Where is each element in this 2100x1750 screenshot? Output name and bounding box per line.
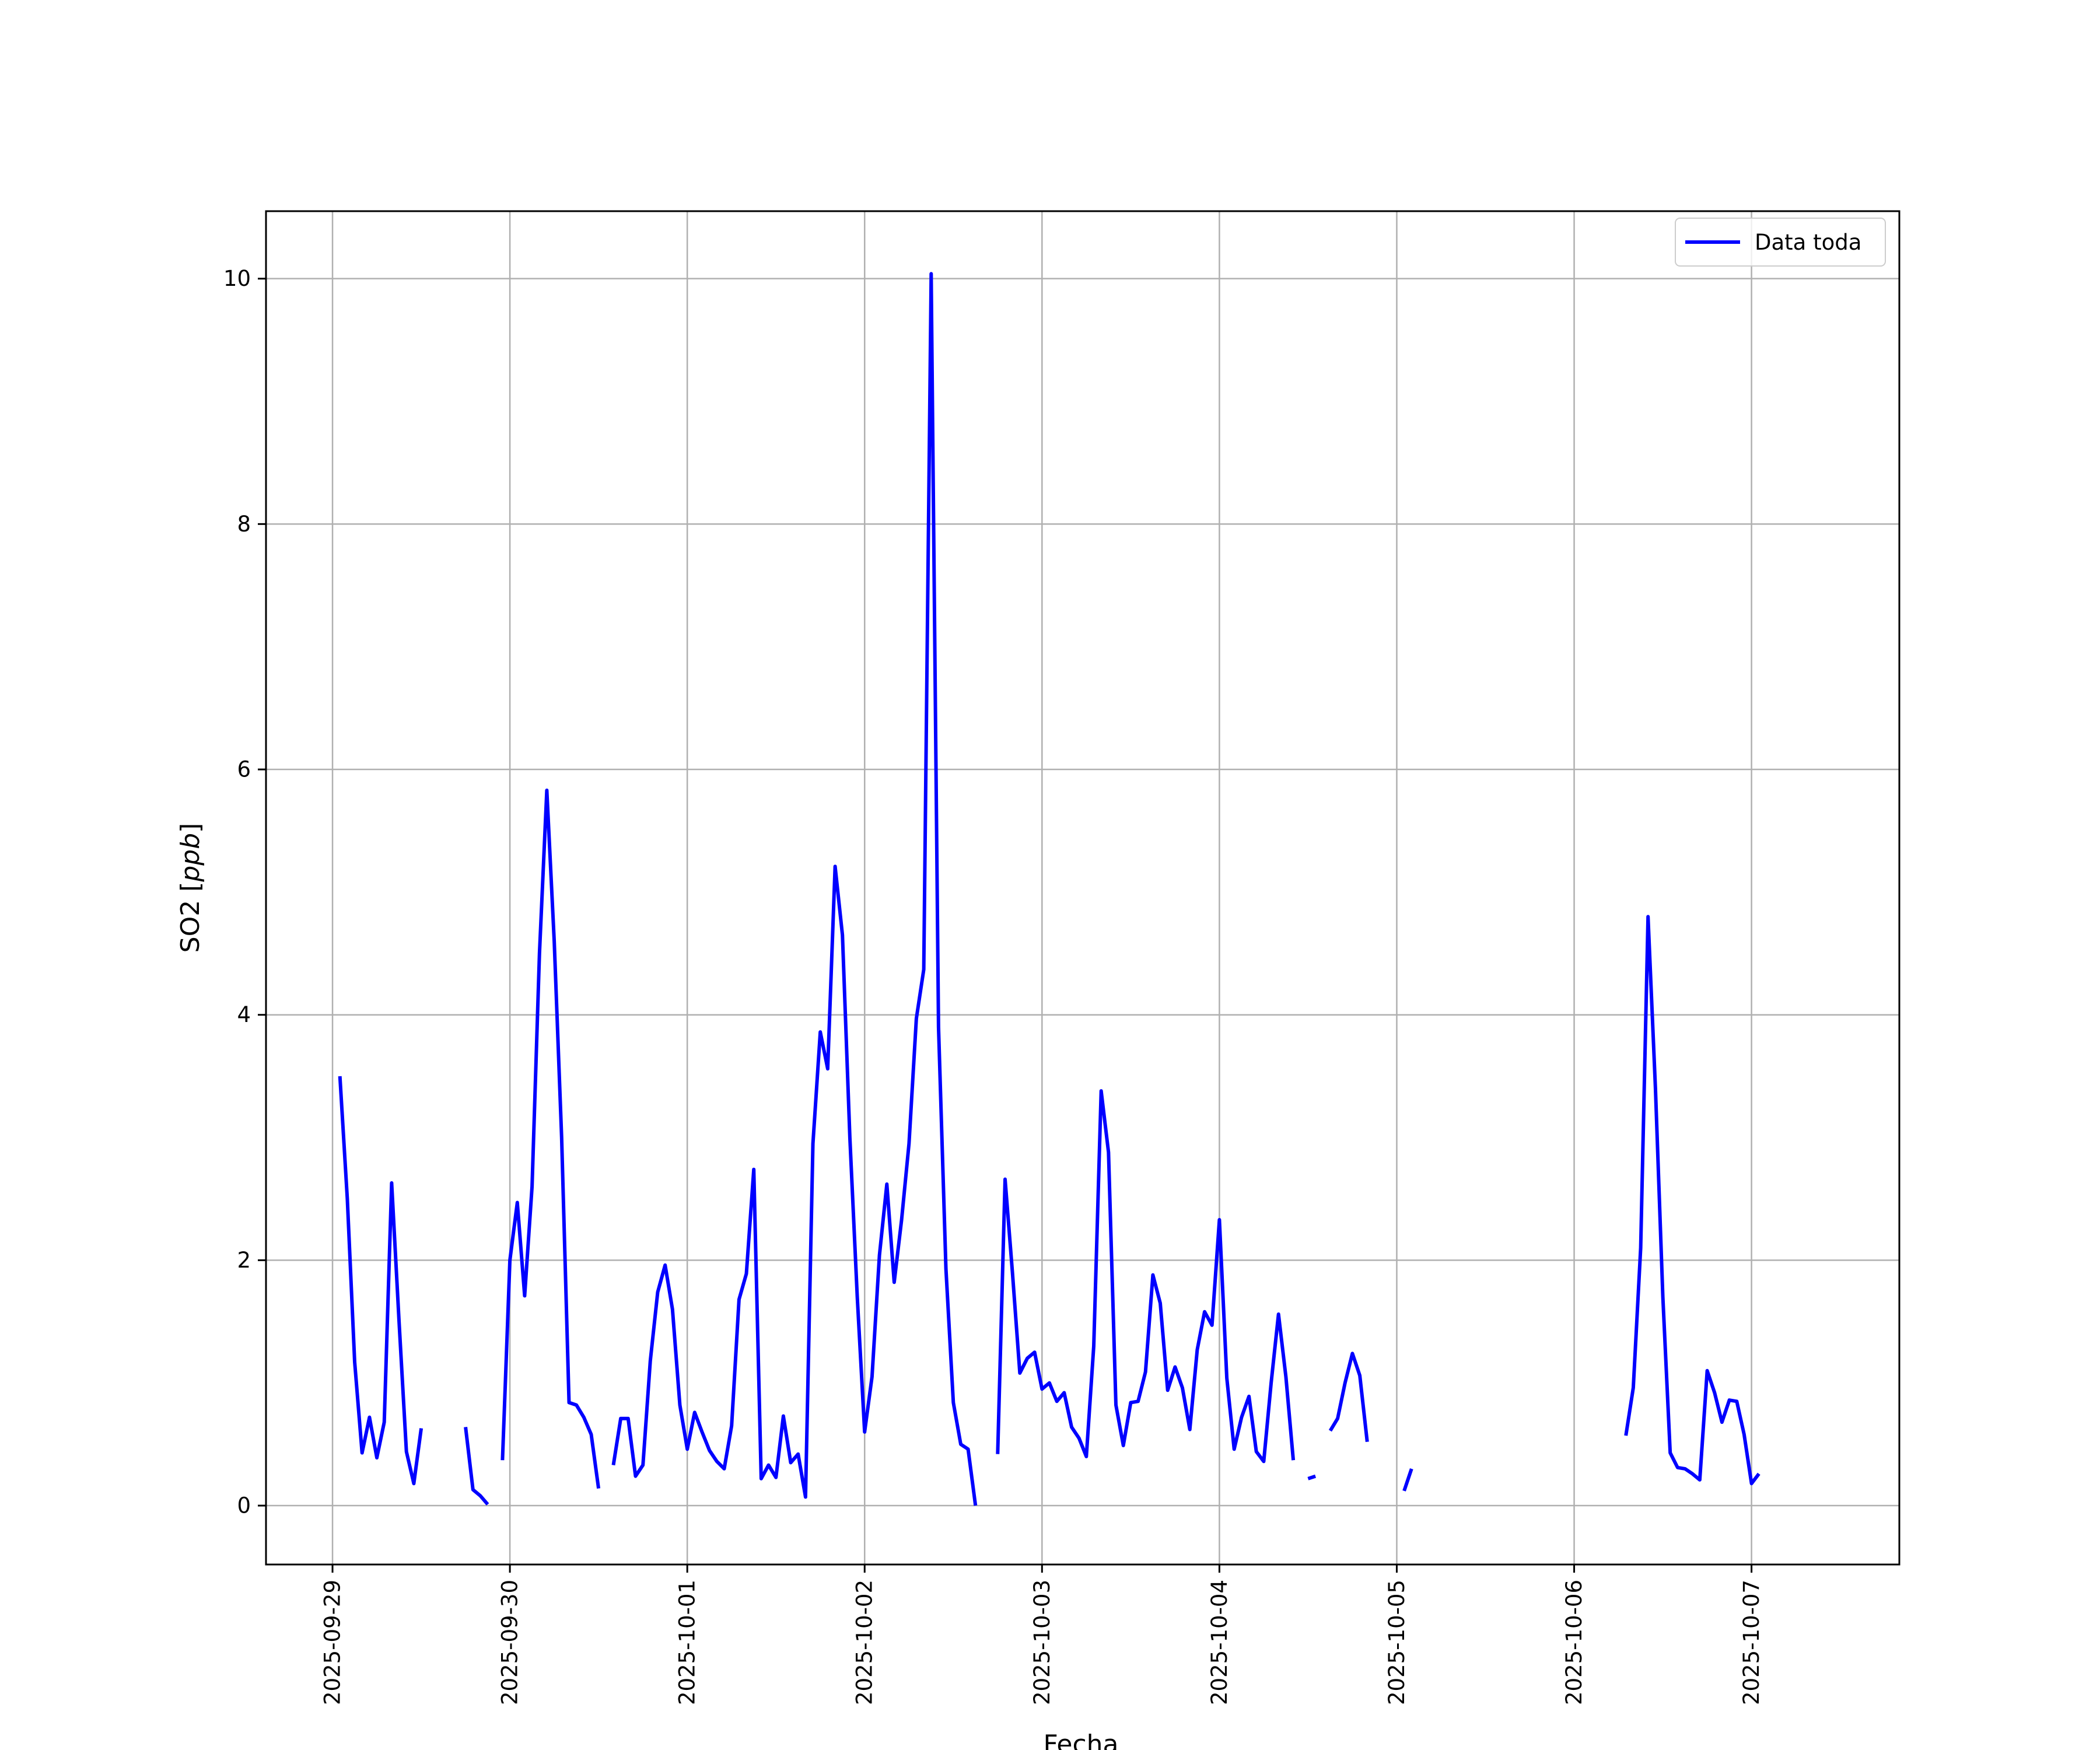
y-axis: 0 2 4 6 8 10 [223,266,266,1518]
x-tick-label: 2025-09-30 [498,1580,523,1705]
x-tick-label: 2025-09-29 [320,1580,345,1705]
legend-label: Data toda [1755,230,1861,255]
x-tick-label: 2025-10-01 [675,1580,700,1705]
series-line-segment [1402,1468,1413,1492]
y-tick-label: 6 [237,757,251,782]
y-axis-label: SO2 [ppb] [176,823,205,953]
x-tick-label: 2025-10-02 [852,1580,877,1705]
series-line-segment [501,788,601,1489]
y-tick-label: 2 [237,1248,251,1273]
y-tick-label: 4 [237,1002,251,1027]
x-axis-label: Fecha [1043,1730,1118,1750]
grid [266,211,1899,1564]
series-line-segment [1328,1352,1369,1443]
series-line-segment [611,272,978,1506]
x-axis: 2025-09-29 2025-09-30 2025-10-01 2025-10-02… [320,1564,1764,1705]
series-line-segment [464,1427,489,1506]
series-line-segment [996,1089,1296,1464]
legend-box [1675,218,1886,267]
y-tick-label: 10 [223,266,251,291]
series-line-segment [1624,915,1760,1486]
plot-area-frame [265,210,1901,1566]
legend: Data toda [1675,218,1886,267]
series-data-toda [338,272,1760,1506]
x-tick-label: 2025-10-03 [1030,1580,1055,1705]
x-tick-label: 2025-10-07 [1739,1580,1764,1705]
x-tick-label: 2025-10-06 [1562,1580,1587,1705]
series-line-segment [338,1076,424,1486]
y-tick-label: 8 [237,512,251,537]
x-tick-label: 2025-10-05 [1384,1580,1409,1705]
series-line-segment [1307,1474,1317,1480]
x-tick-label: 2025-10-04 [1207,1580,1232,1705]
y-tick-label: 0 [237,1493,251,1518]
